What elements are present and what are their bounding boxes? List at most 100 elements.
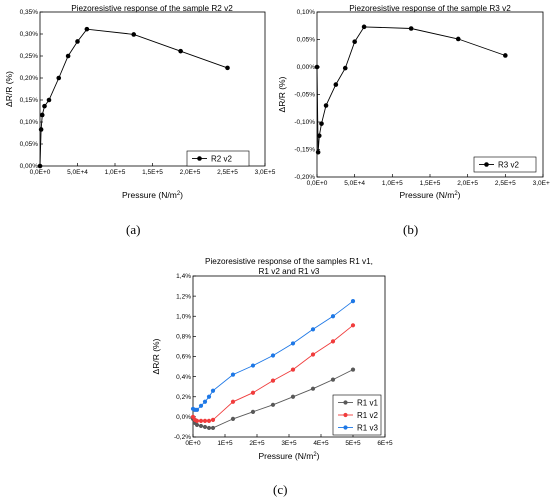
x-tick-label: 6E+5 (377, 440, 393, 447)
data-point-r2-v2 (75, 39, 80, 44)
y-axis-label: ΔR/R (%) (4, 71, 14, 107)
data-point-r1-v1 (330, 377, 336, 382)
data-point-r1-v3 (206, 394, 212, 399)
legend-label: R1 v1 (357, 398, 378, 407)
data-point-r3-v2 (316, 133, 322, 139)
legend-label: R1 v3 (357, 423, 378, 432)
x-tick-label: 2E+5 (249, 440, 265, 447)
data-point-r1-v3 (202, 399, 208, 404)
data-point-r1-v1 (194, 422, 200, 428)
data-point-r2-v2 (42, 103, 47, 109)
y-tick-label: 0,20% (20, 75, 39, 82)
y-tick-label: 0,25% (20, 53, 39, 60)
panel-label-c: (c) (273, 482, 288, 497)
legend-label: R1 v2 (357, 411, 378, 420)
data-point-r3-v2 (319, 121, 324, 126)
x-tick-label: 3,0E+5 (533, 180, 550, 187)
x-tick-label: 2,5E+5 (217, 169, 238, 176)
x-tick-label: 1,5E+5 (142, 169, 163, 176)
x-tick-label: 0,0E+0 (30, 169, 51, 176)
data-point-r3-v2 (315, 149, 321, 155)
y-tick-label: -0,20% (294, 174, 315, 181)
y-tick-label: 0,10% (297, 9, 316, 16)
legend-label: R2 v2 (211, 154, 232, 163)
data-point-r1-v2 (206, 418, 212, 423)
y-tick-label: 1,0% (176, 313, 191, 320)
y-tick-label: 0,6% (176, 354, 191, 361)
y-tick-label: 0,00% (20, 163, 39, 170)
chart-3: Piezoresistive response of the samples R… (151, 257, 393, 461)
data-point-r1-v3 (210, 388, 216, 393)
data-point-r1-v3 (310, 327, 316, 332)
data-point-r1-v1 (210, 425, 216, 431)
data-point-r3-v2 (503, 53, 508, 58)
y-tick-label: -0,15% (294, 147, 315, 154)
legend-swatch-marker (343, 412, 348, 418)
data-point-r1-v3 (330, 314, 336, 319)
legend-box (473, 156, 537, 173)
chart-2: Piezoresistive response of the sample R3… (277, 4, 550, 200)
y-tick-label: 0,15% (20, 97, 39, 104)
data-point-r1-v1 (350, 367, 356, 372)
legend-label: R3 v2 (498, 160, 519, 169)
x-tick-label: 1,5E+5 (420, 180, 441, 187)
data-point-r1-v2 (330, 339, 336, 344)
x-axis-label: Pressure (N/m2) (122, 190, 183, 200)
x-tick-label: 1,0E+5 (382, 180, 403, 187)
chart-1: Piezoresistive response of the sample R2… (4, 4, 276, 200)
data-point-r3-v2 (408, 26, 414, 31)
data-point-r2-v2 (56, 75, 62, 81)
data-point-r1-v2 (198, 418, 204, 423)
legend-swatch-marker (343, 400, 348, 405)
data-point-r2-v2 (178, 48, 183, 54)
x-tick-label: 5E+5 (345, 440, 361, 447)
x-tick-label: 0,0E+0 (307, 180, 328, 187)
data-point-r2-v2 (65, 53, 71, 59)
legend-swatch-marker (484, 162, 489, 167)
data-point-r1-v2 (210, 417, 216, 422)
y-tick-label: 0,35% (20, 9, 39, 16)
data-point-r1-v1 (198, 423, 204, 429)
x-tick-label: 5,0E+4 (344, 180, 365, 187)
y-tick-label: 0,05% (297, 37, 316, 44)
x-tick-label: 2,0E+5 (457, 180, 478, 187)
data-point-r1-v2 (202, 418, 208, 423)
data-point-r1-v3 (290, 341, 296, 346)
data-point-r3-v2 (361, 24, 367, 30)
data-point-r1-v1 (202, 424, 208, 430)
data-point-r3-v2 (314, 64, 320, 70)
y-tick-label: -0,05% (294, 92, 315, 99)
chart-title: Piezoresistive response of the sample R2… (71, 4, 233, 13)
x-tick-label: 1E+5 (217, 440, 233, 447)
data-point-r3-v2 (333, 82, 339, 87)
data-point-r1-v3 (198, 403, 204, 408)
data-point-r2-v2 (84, 26, 90, 32)
data-point-r3-v2 (352, 39, 357, 44)
y-tick-label: 0,30% (20, 31, 39, 38)
y-tick-label: 0,8% (176, 334, 191, 341)
data-point-r2-v2 (37, 163, 43, 169)
data-point-r2-v2 (225, 65, 230, 71)
data-point-r1-v3 (270, 353, 276, 358)
data-point-r1-v2 (190, 414, 196, 419)
series-line-r1-v1 (192, 369, 354, 429)
x-axis-label: Pressure (N/m2) (400, 190, 461, 200)
data-point-r1-v2 (290, 367, 296, 372)
panel-label-b: (b) (403, 222, 419, 237)
y-tick-label: 0,00% (297, 64, 316, 71)
data-point-r1-v2 (250, 390, 256, 395)
data-point-r1-v3 (350, 299, 356, 304)
x-axis-label: Pressure (N/m2) (259, 451, 320, 461)
data-point-r1-v1 (290, 394, 296, 399)
data-point-r1-v1 (230, 416, 236, 421)
series-line-r3-v2 (316, 26, 506, 153)
data-point-r3-v2 (455, 36, 461, 42)
data-point-r1-v1 (270, 402, 276, 407)
legend-box (186, 150, 250, 167)
y-tick-label: -0,2% (174, 434, 191, 441)
data-point-r1-v1 (250, 409, 256, 414)
data-point-r2-v2 (131, 32, 137, 37)
data-point-r1-v2 (230, 399, 236, 404)
y-axis-label: ΔR/R (%) (151, 338, 161, 374)
